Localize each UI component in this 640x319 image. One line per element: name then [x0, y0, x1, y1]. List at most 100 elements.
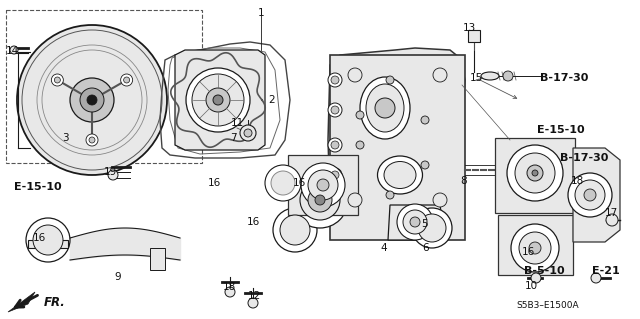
Polygon shape — [328, 48, 465, 235]
Circle shape — [386, 191, 394, 199]
Circle shape — [418, 214, 446, 242]
Text: E-15-10: E-15-10 — [537, 125, 584, 135]
Circle shape — [121, 74, 132, 86]
Text: 16: 16 — [522, 247, 534, 257]
Circle shape — [421, 116, 429, 124]
Circle shape — [273, 208, 317, 252]
Text: 2: 2 — [269, 95, 275, 105]
Circle shape — [17, 25, 167, 175]
Text: E-21: E-21 — [592, 266, 620, 276]
Polygon shape — [288, 155, 358, 215]
Bar — [330, 55, 465, 240]
Polygon shape — [8, 292, 35, 312]
Text: 12: 12 — [248, 291, 260, 301]
Circle shape — [529, 242, 541, 254]
Polygon shape — [498, 215, 573, 275]
Circle shape — [328, 138, 342, 152]
Circle shape — [507, 145, 563, 201]
Circle shape — [386, 76, 394, 84]
Polygon shape — [150, 248, 165, 270]
Circle shape — [108, 170, 118, 180]
Circle shape — [328, 168, 342, 182]
Text: 17: 17 — [604, 208, 618, 218]
Circle shape — [87, 95, 97, 105]
Circle shape — [528, 166, 536, 174]
Polygon shape — [175, 50, 265, 150]
Circle shape — [348, 193, 362, 207]
Text: 3: 3 — [61, 133, 68, 143]
Ellipse shape — [378, 156, 422, 194]
Circle shape — [403, 210, 427, 234]
Circle shape — [331, 106, 339, 114]
Circle shape — [575, 180, 605, 210]
Text: 16: 16 — [33, 233, 45, 243]
Circle shape — [33, 225, 63, 255]
Circle shape — [26, 218, 70, 262]
Text: 9: 9 — [115, 272, 122, 282]
Circle shape — [301, 163, 345, 207]
Circle shape — [213, 95, 223, 105]
Ellipse shape — [360, 77, 410, 139]
Circle shape — [584, 189, 596, 201]
Circle shape — [433, 193, 447, 207]
Ellipse shape — [366, 84, 404, 132]
Circle shape — [80, 88, 104, 112]
Text: B-17-30: B-17-30 — [540, 73, 588, 83]
Circle shape — [308, 170, 338, 200]
Circle shape — [86, 134, 98, 146]
Circle shape — [348, 68, 362, 82]
Text: E-15-10: E-15-10 — [14, 182, 61, 192]
Text: 1: 1 — [258, 8, 264, 18]
Circle shape — [186, 68, 250, 132]
Circle shape — [503, 71, 513, 81]
Bar — [6, 10, 202, 163]
Text: 13: 13 — [462, 23, 476, 33]
Circle shape — [331, 171, 339, 179]
Circle shape — [265, 165, 301, 201]
Text: 5: 5 — [420, 219, 428, 229]
Circle shape — [51, 74, 63, 86]
Text: 11: 11 — [230, 118, 244, 128]
Circle shape — [356, 111, 364, 119]
Circle shape — [70, 78, 114, 122]
Circle shape — [192, 74, 244, 126]
Circle shape — [331, 76, 339, 84]
Ellipse shape — [384, 161, 416, 189]
Circle shape — [240, 125, 256, 141]
Text: 6: 6 — [422, 243, 429, 253]
Text: B-17-30: B-17-30 — [560, 153, 609, 163]
Circle shape — [328, 73, 342, 87]
Circle shape — [280, 215, 310, 245]
Circle shape — [308, 188, 332, 212]
Circle shape — [527, 165, 543, 181]
Circle shape — [412, 208, 452, 248]
Text: 4: 4 — [381, 243, 387, 253]
Circle shape — [331, 141, 339, 149]
Text: 10: 10 — [524, 281, 538, 291]
Circle shape — [248, 298, 258, 308]
Text: 15: 15 — [469, 73, 483, 83]
Polygon shape — [28, 240, 68, 248]
Text: S5B3–E1500A: S5B3–E1500A — [516, 300, 579, 309]
Ellipse shape — [481, 72, 499, 80]
Polygon shape — [332, 80, 450, 200]
Circle shape — [271, 171, 295, 195]
Circle shape — [54, 77, 60, 83]
Text: B-5-10: B-5-10 — [524, 266, 564, 276]
Circle shape — [244, 129, 252, 137]
Circle shape — [532, 170, 538, 176]
Text: 14: 14 — [5, 46, 19, 56]
Circle shape — [397, 204, 433, 240]
Circle shape — [591, 273, 601, 283]
Circle shape — [292, 172, 348, 228]
Text: 7: 7 — [230, 133, 236, 143]
Text: 16: 16 — [246, 217, 260, 227]
Circle shape — [225, 287, 235, 297]
Circle shape — [515, 153, 555, 193]
Text: 19: 19 — [104, 167, 116, 177]
Polygon shape — [468, 30, 480, 42]
Circle shape — [410, 217, 420, 227]
Circle shape — [421, 161, 429, 169]
Circle shape — [124, 77, 130, 83]
Text: 16: 16 — [292, 178, 306, 188]
